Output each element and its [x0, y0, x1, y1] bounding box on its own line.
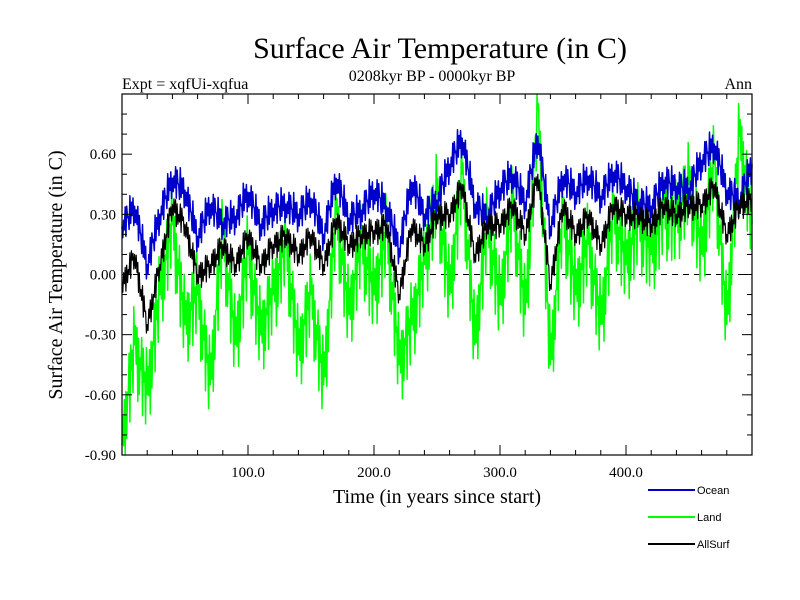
- chart-title: Surface Air Temperature (in C): [253, 32, 627, 65]
- expt-label: Expt = xqfUi-xqfua: [122, 76, 248, 93]
- x-tick-label: 100.0: [231, 465, 265, 481]
- x-tick-label: 400.0: [609, 465, 643, 481]
- series-layer: [121, 93, 753, 456]
- x-axis-label: Time (in years since start): [333, 486, 541, 508]
- y-tick-label: 0.00: [90, 268, 116, 284]
- season-label: Ann: [724, 76, 752, 93]
- series-line-allsurf: [121, 173, 753, 334]
- legend: Ocean Land AllSurf: [648, 485, 730, 551]
- series-line-ocean: [121, 129, 753, 280]
- legend-label-land: Land: [697, 512, 721, 524]
- chart-subtitle: 0208kyr BP - 0000kyr BP: [349, 68, 516, 85]
- x-tick-label: 300.0: [483, 465, 517, 481]
- y-tick-label: 0.30: [90, 207, 116, 223]
- series-line-land: [121, 93, 753, 456]
- legend-label-ocean: Ocean: [697, 485, 729, 497]
- x-axis-ticks: 100.0 200.0 300.0 400.0: [146, 94, 728, 481]
- y-tick-label: -0.60: [85, 388, 116, 404]
- y-tick-label: 0.60: [90, 147, 116, 163]
- y-tick-label: -0.30: [85, 328, 116, 344]
- y-tick-label: -0.90: [85, 448, 116, 464]
- y-axis-label: Surface Air Temperature (in C): [45, 150, 67, 399]
- x-tick-label: 200.0: [357, 465, 391, 481]
- legend-label-allsurf: AllSurf: [697, 539, 730, 551]
- y-axis-ticks: 0.60 0.30 0.00 -0.30 -0.60 -0.90: [85, 93, 752, 464]
